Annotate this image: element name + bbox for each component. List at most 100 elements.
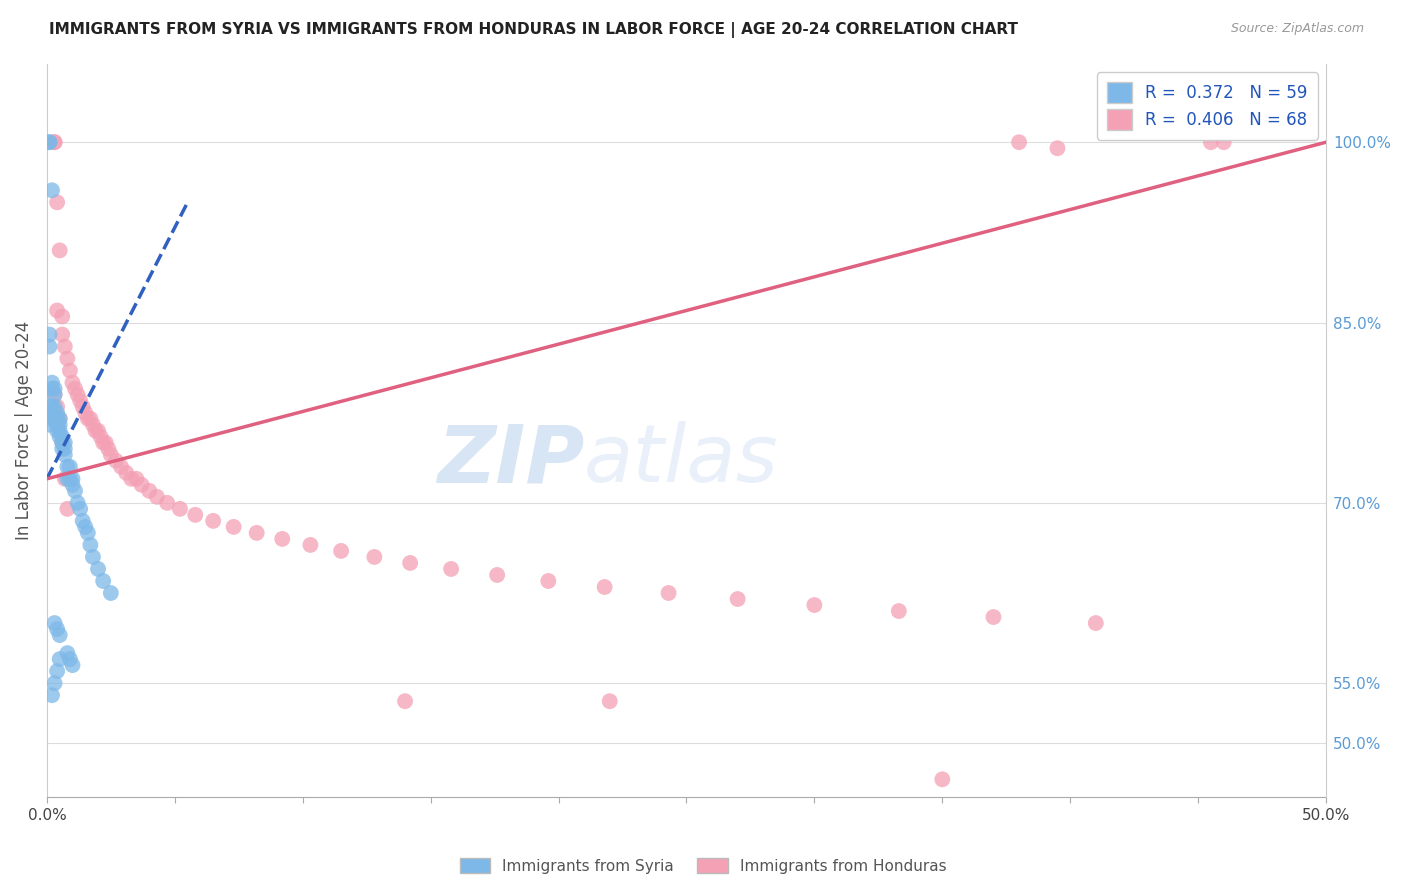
Point (1046, 141, 1069, 155)
Point (44, 411, 66, 425)
Point (202, 514, 225, 528)
Point (97, 442, 120, 456)
Point (887, 604, 910, 618)
Point (91, 435, 114, 450)
Point (46, 622, 69, 636)
Point (983, 610, 1005, 624)
Point (156, 496, 179, 510)
Point (115, 466, 138, 480)
Point (51, 430, 73, 444)
Point (44, 135, 66, 149)
Point (38, 135, 60, 149)
Point (44, 387, 66, 401)
Text: Source: ZipAtlas.com: Source: ZipAtlas.com (1230, 22, 1364, 36)
Text: atlas: atlas (583, 421, 779, 499)
Point (44, 387, 66, 401)
Point (69, 501, 91, 516)
Point (222, 520, 245, 534)
Point (41, 406, 63, 420)
Point (44, 382, 66, 396)
Point (44, 400, 66, 414)
Point (246, 525, 269, 540)
Point (66, 387, 89, 401)
Point (41, 688, 63, 702)
Text: ZIP: ZIP (437, 421, 583, 499)
Point (593, 580, 616, 594)
Point (38, 135, 60, 149)
Point (100, 448, 122, 462)
Point (79, 411, 101, 425)
Point (41, 376, 63, 390)
Point (299, 538, 322, 552)
Point (62, 658, 84, 673)
Point (138, 483, 160, 498)
Point (75, 406, 97, 420)
Point (82, 417, 104, 432)
Point (56, 472, 79, 486)
Point (90, 430, 112, 444)
Point (803, 598, 825, 612)
Point (76, 411, 98, 425)
Point (38, 400, 60, 414)
Point (44, 406, 66, 420)
Point (146, 490, 169, 504)
Point (537, 574, 560, 588)
Point (94, 435, 117, 450)
Legend: R =  0.372   N = 59, R =  0.406   N = 68: R = 0.372 N = 59, R = 0.406 N = 68 (1097, 72, 1317, 140)
Point (56, 351, 79, 366)
Point (44, 615, 66, 630)
Point (440, 562, 463, 576)
Point (44, 135, 66, 149)
Point (48, 430, 70, 444)
Point (79, 538, 101, 552)
Point (394, 694, 416, 708)
Point (1199, 135, 1222, 149)
Point (727, 592, 749, 607)
Point (48, 411, 70, 425)
Point (53, 442, 76, 456)
Point (38, 417, 60, 432)
Point (1008, 135, 1031, 149)
Point (46, 664, 69, 678)
Point (46, 406, 69, 420)
Point (53, 340, 76, 354)
Point (1212, 135, 1234, 149)
Point (53, 472, 76, 486)
Point (38, 327, 60, 342)
Point (51, 442, 73, 456)
Point (46, 417, 69, 432)
Point (125, 472, 148, 486)
Point (59, 459, 82, 474)
Point (931, 772, 953, 787)
Point (38, 340, 60, 354)
Point (91, 574, 114, 588)
Point (1084, 615, 1107, 630)
Point (53, 448, 76, 462)
Point (87, 424, 110, 438)
Point (110, 459, 132, 474)
Point (56, 459, 79, 474)
Point (184, 508, 207, 522)
Point (63, 483, 86, 498)
Point (76, 525, 98, 540)
Point (599, 694, 621, 708)
Point (46, 424, 69, 438)
Point (62, 478, 84, 492)
Point (46, 411, 69, 425)
Point (48, 244, 70, 258)
Point (84, 424, 107, 438)
Point (38, 411, 60, 425)
Point (658, 586, 681, 600)
Legend: Immigrants from Syria, Immigrants from Honduras: Immigrants from Syria, Immigrants from H… (454, 852, 952, 880)
Point (44, 676, 66, 690)
Point (72, 400, 94, 414)
Point (46, 303, 69, 318)
Point (59, 652, 82, 666)
Point (87, 562, 110, 576)
Point (38, 406, 60, 420)
Point (62, 472, 84, 486)
Point (48, 628, 70, 642)
Point (363, 549, 385, 564)
Point (48, 652, 70, 666)
Point (41, 183, 63, 197)
